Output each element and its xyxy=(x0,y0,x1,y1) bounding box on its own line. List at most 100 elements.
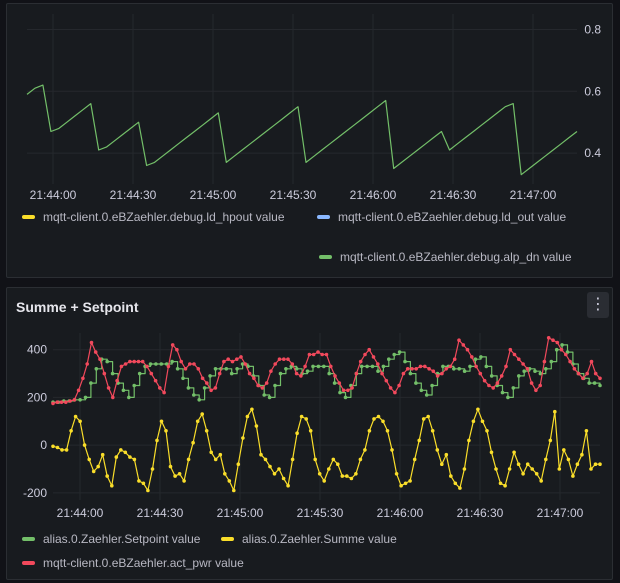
data-point-summe-value xyxy=(182,479,186,483)
data-point-act_pwr-value xyxy=(529,381,534,385)
data-point-act_pwr-value xyxy=(316,350,320,354)
data-point-setpoint-value xyxy=(83,395,88,400)
legend-label-setpoint: alias.0.Zaehler.Setpoint value xyxy=(43,532,201,546)
data-point-summe-value xyxy=(516,462,521,466)
data-point-summe-value xyxy=(584,429,589,433)
data-point-setpoint-value xyxy=(376,369,380,373)
data-point-act_pwr-value xyxy=(329,364,333,369)
data-point-summe-value xyxy=(340,474,345,478)
legend-item-ld-out[interactable]: mqtt-client.0.eBZaehler.debug.ld_out val… xyxy=(317,210,566,224)
data-point-summe-value xyxy=(390,448,394,452)
y-tick-label: -200 xyxy=(23,486,47,500)
data-point-summe-value xyxy=(589,467,593,471)
data-point-act_pwr-value xyxy=(213,386,218,390)
data-point-setpoint-value xyxy=(397,350,402,354)
data-point-setpoint-value xyxy=(554,347,559,352)
data-point-act_pwr-value xyxy=(115,378,119,383)
data-point-act_pwr-value xyxy=(521,362,525,366)
data-point-summe-value xyxy=(336,462,340,466)
data-point-act_pwr-value xyxy=(111,395,115,400)
data-point-summe-value xyxy=(598,462,602,466)
data-point-act_pwr-value xyxy=(320,352,325,357)
data-point-act_pwr-value xyxy=(410,367,414,371)
data-point-act_pwr-value xyxy=(534,388,538,393)
data-point-act_pwr-value xyxy=(188,362,192,366)
panel-menu-button[interactable]: ⋮ xyxy=(587,292,609,318)
data-point-setpoint-value xyxy=(506,395,510,400)
data-point-summe-value xyxy=(232,488,236,493)
data-point-act_pwr-value xyxy=(546,336,551,340)
data-point-summe-value xyxy=(150,467,155,471)
data-point-act_pwr-value xyxy=(179,359,183,364)
data-point-setpoint-value xyxy=(592,381,597,385)
data-point-act_pwr-value xyxy=(538,383,542,388)
data-point-setpoint-value xyxy=(327,371,332,376)
data-point-summe-value xyxy=(521,472,525,476)
data-point-act_pwr-value xyxy=(205,381,209,385)
data-point-setpoint-value xyxy=(305,369,310,373)
data-point-act_pwr-value xyxy=(461,343,466,347)
data-point-setpoint-value xyxy=(322,364,326,369)
data-point-summe-value xyxy=(159,419,164,424)
y-tick-label: 0.6 xyxy=(584,84,601,98)
data-point-act_pwr-value xyxy=(508,347,513,352)
data-point-summe-value xyxy=(177,472,182,476)
data-point-summe-value xyxy=(354,472,358,476)
data-point-act_pwr-value xyxy=(568,359,572,364)
y-tick-label: 0 xyxy=(40,438,47,452)
y-tick-label: 0.4 xyxy=(584,146,601,160)
data-point-act_pwr-value xyxy=(452,357,457,361)
data-point-summe-value xyxy=(69,429,73,433)
data-point-setpoint-value xyxy=(159,362,164,366)
data-point-summe-value xyxy=(394,472,399,476)
data-point-act_pwr-value xyxy=(341,388,346,393)
data-point-summe-value xyxy=(60,448,64,452)
legend-item-alp-dn[interactable]: mqtt-client.0.eBZaehler.debug.alp_dn val… xyxy=(319,250,572,264)
legend-item-act-pwr[interactable]: mqtt-client.0.eBZaehler.act_pwr value xyxy=(22,556,244,570)
data-point-setpoint-value xyxy=(441,364,445,369)
data-point-summe-value xyxy=(105,474,109,478)
data-point-summe-value xyxy=(209,450,213,455)
data-point-act_pwr-value xyxy=(593,371,598,376)
data-point-summe-value xyxy=(290,457,295,462)
data-point-act_pwr-value xyxy=(474,364,478,369)
legend-item-ld-hpout[interactable]: mqtt-client.0.eBZaehler.debug.ld_hpout v… xyxy=(22,210,285,224)
data-point-summe-value xyxy=(453,481,458,486)
data-point-act_pwr-value xyxy=(59,400,64,404)
data-point-setpoint-value xyxy=(332,381,337,385)
data-point-summe-value xyxy=(277,467,281,471)
data-point-summe-value xyxy=(557,467,562,471)
data-point-setpoint-value xyxy=(132,383,136,388)
legend-label-ld-hpout: mqtt-client.0.eBZaehler.debug.ld_hpout v… xyxy=(43,210,285,224)
data-point-act_pwr-value xyxy=(478,371,483,376)
data-point-summe-value xyxy=(128,455,132,459)
data-point-setpoint-value xyxy=(229,371,234,376)
data-point-summe-value xyxy=(498,481,503,486)
legend-label-ld-out: mqtt-client.0.eBZaehler.debug.ld_out val… xyxy=(338,210,567,224)
data-point-setpoint-value xyxy=(224,367,229,371)
data-point-act_pwr-value xyxy=(358,359,363,364)
data-point-setpoint-value xyxy=(538,371,543,376)
data-point-summe-value xyxy=(580,452,584,457)
data-point-summe-value xyxy=(367,429,372,433)
data-point-setpoint-value xyxy=(121,388,126,393)
series-line-act_pwr-value xyxy=(52,337,601,404)
data-point-act_pwr-value xyxy=(363,352,367,357)
data-point-setpoint-value xyxy=(365,364,369,369)
data-point-act_pwr-value xyxy=(551,338,555,342)
data-point-summe-value xyxy=(458,486,462,490)
data-point-summe-value xyxy=(417,438,422,443)
data-point-act_pwr-value xyxy=(311,352,316,357)
data-point-setpoint-value xyxy=(154,362,158,366)
legend-item-setpoint[interactable]: alias.0.Zaehler.Setpoint value xyxy=(22,532,200,546)
data-point-summe-value xyxy=(562,448,566,452)
data-point-summe-value xyxy=(489,450,494,455)
x-tick-label: 21:46:00 xyxy=(377,506,424,520)
x-tick-label: 21:44:30 xyxy=(110,188,157,199)
legend-item-summe[interactable]: alias.0.Zaehler.Summe value xyxy=(221,532,397,546)
data-point-setpoint-value xyxy=(192,393,196,397)
data-point-act_pwr-value xyxy=(517,357,521,361)
legend-swatch-setpoint xyxy=(22,537,35,541)
data-point-act_pwr-value xyxy=(55,400,60,404)
data-point-summe-value xyxy=(146,488,150,493)
